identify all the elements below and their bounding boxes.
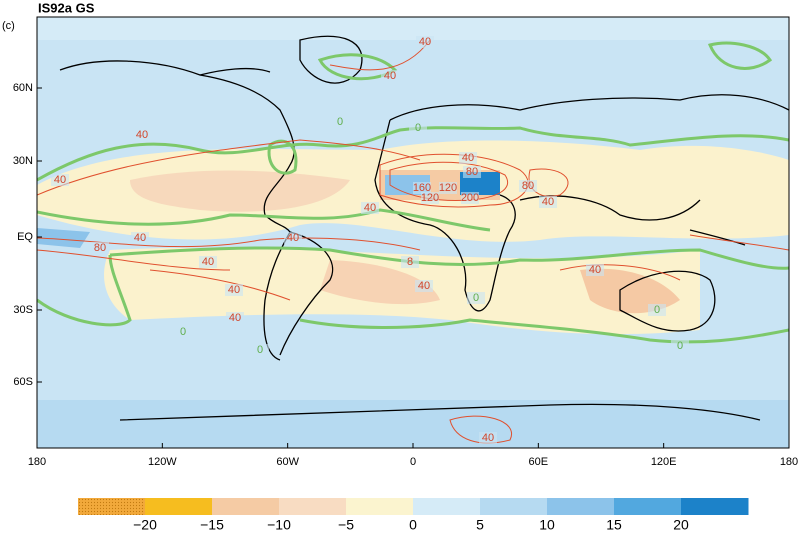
contour-label: 80 [94,242,106,254]
contour-label-bg [225,284,243,296]
contour-label-bg [381,70,399,82]
colorbar: −20 −15 −10 −5 0 5 10 15 20 [78,498,749,533]
contour-label-bg [479,432,497,444]
contour-label-bg [361,202,379,214]
contour-label-bg [331,116,349,128]
contour-label-bg [461,192,479,204]
colorbar-swatch [78,498,146,515]
contour-label: 0 [677,340,683,352]
colorbar-label: −5 [338,517,354,533]
colorbar-swatch [145,498,213,515]
contour-label: 0 [257,344,263,356]
contour-label: 40 [419,36,431,48]
lat-label: 30S [13,304,33,316]
contour-label-bg [671,340,689,352]
colorbar-label: 20 [673,517,689,533]
colorbar-label: −20 [133,517,157,533]
colorbar-label: 0 [409,517,417,533]
contour-label-bg [459,152,477,164]
lon-label: 120E [651,456,677,468]
contour-label: 8 [407,256,413,268]
colorbar-swatch [614,498,682,515]
contour-label-bg [199,256,217,268]
contour-label: 40 [136,129,148,141]
colorbar-swatch [480,498,548,515]
contour-label: 0 [415,122,421,134]
contour-label: 40 [462,152,474,164]
contour-label-bg [91,242,109,254]
colorbar-swatch [212,498,280,515]
colorbar-swatch [547,498,615,515]
contour-label: 40 [202,256,214,268]
contour-label: 0 [337,116,343,128]
contour-label-bg [463,166,481,178]
colorbar-label: −15 [200,517,224,533]
contour-label: 120 [421,192,439,204]
colorbar-label: 10 [539,517,555,533]
contour-label: 0 [180,326,186,338]
lon-label: 60E [529,456,549,468]
lon-label: 180 [780,456,798,468]
contour-label: 40 [287,232,299,244]
contour-label-bg [467,292,485,304]
lon-label: 180 [28,456,46,468]
contour-label-bg [226,312,244,324]
contour-label: 40 [134,232,146,244]
contour-label: 40 [418,280,430,292]
contour-label: 40 [228,284,240,296]
lat-label: 60S [13,376,33,388]
contour-label: 0 [473,292,479,304]
lon-label: 120W [148,456,177,468]
contour-label: 40 [364,202,376,214]
lat-label: 60N [13,82,33,94]
contour-label-bg [131,232,149,244]
contour-label-bg [401,256,419,268]
contour-label-bg [439,182,457,194]
contour-label-bg [133,129,151,141]
map-labels: 60N 30N EQ 30S 60S 180 120W 60W 0 60E 120E 180 40 40 4… [13,36,798,468]
contour-label-bg [409,122,427,134]
lat-label: EQ [17,231,33,243]
contour-label-bg [174,326,192,338]
contour-label: 40 [54,174,66,186]
contour-label-bg [519,180,537,192]
contour-label: 120 [439,182,457,194]
lon-label: 0 [410,456,416,468]
contour-label-bg [421,192,439,204]
contour-label-bg [415,280,433,292]
contour-label: 0 [654,304,660,316]
contour-label: 200 [461,192,479,204]
colorbar-swatch [346,498,414,515]
contour-label: 40 [542,196,554,208]
panel-label: (c) [2,20,15,32]
contour-label-bg [586,264,604,276]
colorbar-label: 5 [476,517,484,533]
contour-label: 160 [413,182,431,194]
contour-label-bg [284,232,302,244]
lat-label: 30N [13,155,33,167]
contour-label: 80 [466,166,478,178]
colorbar-label: −10 [267,517,291,533]
contour-label: 80 [522,180,534,192]
contour-label-bg [413,182,431,194]
colorbar-label: 15 [606,517,622,533]
contour-label: 40 [482,432,494,444]
contour-label-bg [51,174,69,186]
contour-label: 40 [384,70,396,82]
colorbar-swatch [413,498,481,515]
contour-label: 40 [229,312,241,324]
map-field [37,17,789,448]
contour-label-bg [648,304,666,316]
contour-label: 40 [589,264,601,276]
contour-label-bg [416,36,434,48]
lon-label: 60W [276,456,299,468]
colorbar-swatch [279,498,347,515]
contour-label-bg [539,196,557,208]
contour-label-bg [251,344,269,356]
colorbar-swatch [681,498,749,515]
title: IS92a GS [38,0,95,15]
